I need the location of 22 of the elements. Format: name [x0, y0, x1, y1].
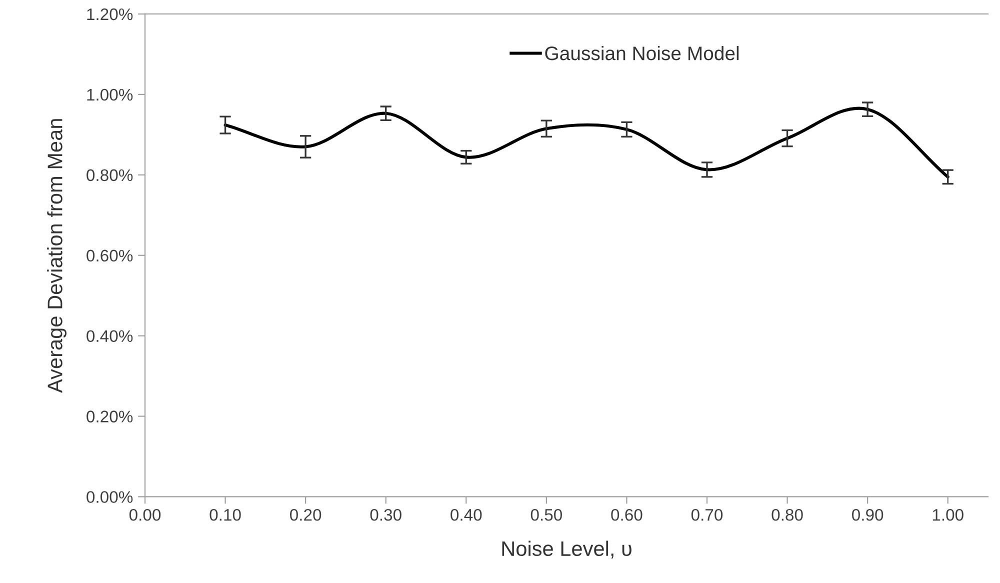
x-tick-label: 1.00: [932, 508, 964, 521]
y-tick-label: 0.20%: [86, 410, 133, 422]
x-tick-label: 0.10: [210, 508, 241, 521]
x-tick-label: 0.50: [530, 508, 562, 521]
y-tick-label: 0.40%: [86, 330, 133, 342]
y-tick-label: 1.00%: [87, 88, 133, 101]
y-tick-label: 0.60%: [86, 250, 133, 262]
y-tick-label: 0.00%: [86, 491, 133, 503]
x-tick-label: 0.30: [370, 508, 402, 521]
x-tick-label: 0.20: [290, 508, 322, 521]
legend-label: Gaussian Noise Model: [545, 46, 739, 60]
y-axis-title: Average Deviation from Mean: [47, 119, 66, 393]
y-tick-label: 1.20%: [87, 8, 133, 20]
x-tick-label: 0.40: [450, 508, 482, 521]
x-tick-label: 0.90: [852, 508, 884, 521]
y-tick-label: 0.80%: [86, 169, 133, 182]
x-tick-label: 0.80: [772, 508, 803, 521]
x-axis-title: Noise Level, υ: [502, 540, 632, 558]
line-series: [224, 106, 950, 178]
x-tick-label: 0.60: [611, 508, 642, 521]
x-tick-label: 0.70: [691, 508, 723, 521]
x-tick-label: 0.00: [129, 508, 161, 521]
